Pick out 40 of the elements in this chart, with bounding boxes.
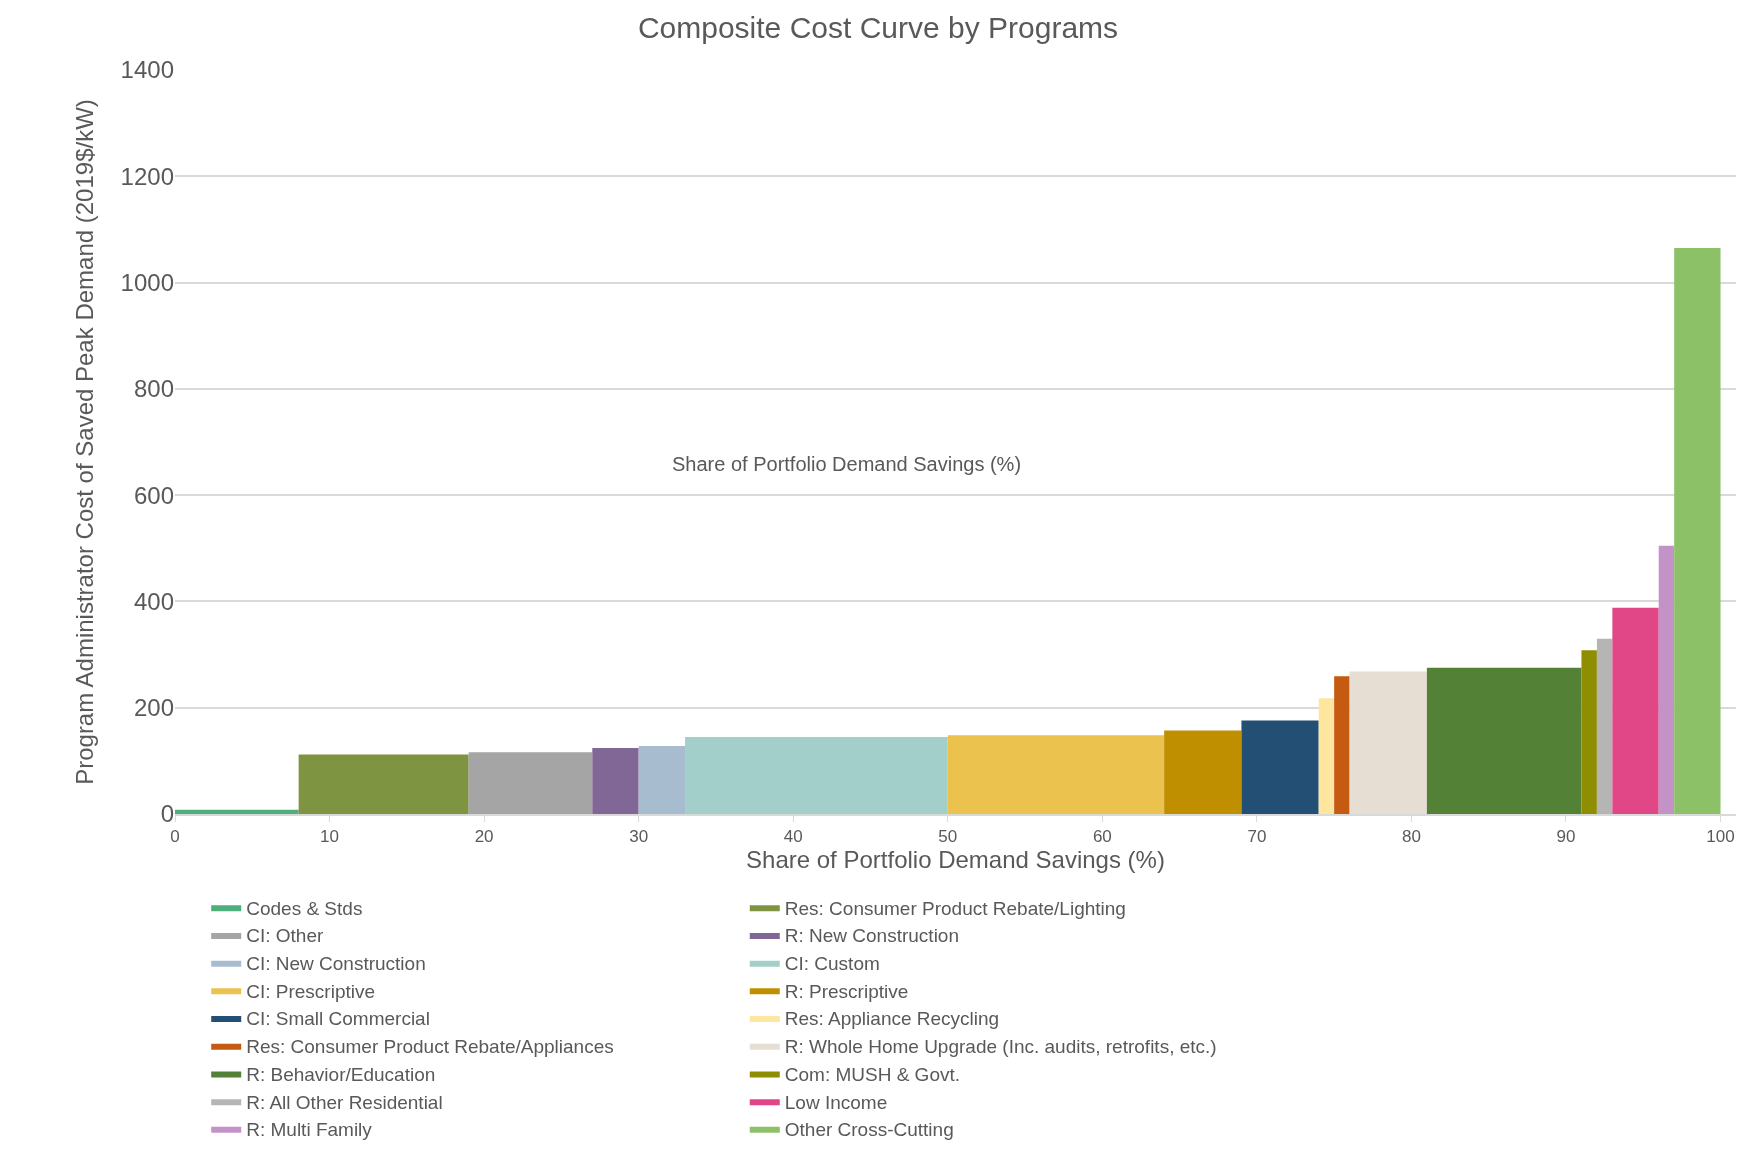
legend-label: Other Cross-Cutting <box>784 1119 954 1141</box>
x-tick-label: 80 <box>1401 827 1421 847</box>
legend-label: R: Whole Home Upgrade (Inc. audits, retrofits, etc.) <box>784 1036 1217 1058</box>
y-tick-label: 200 <box>133 694 174 722</box>
legend-label: R: Multi Family <box>246 1119 373 1141</box>
y-tick-label: 600 <box>133 481 174 509</box>
chart-title: Composite Cost Curve by Programs <box>637 11 1119 45</box>
legend-label: R: Prescriptive <box>784 980 909 1002</box>
y-tick-label: 1400 <box>120 56 174 84</box>
x-tick-label: 50 <box>938 827 958 847</box>
legend-label: Res: Consumer Product Rebate/Appliances <box>246 1036 614 1058</box>
legend-label: Res: Appliance Recycling <box>784 1008 1000 1030</box>
x-tick-label: 20 <box>474 827 494 847</box>
legend-label: CI: Small Commercial <box>246 1008 430 1030</box>
legend-label: CI: Other <box>246 925 324 947</box>
legend-label: CI: Prescriptive <box>246 980 376 1002</box>
legend-label: R: Behavior/Education <box>246 1063 436 1085</box>
y-tick-label: 800 <box>133 375 174 403</box>
legend-label: R: New Construction <box>784 925 959 947</box>
x-tick-label: 40 <box>783 827 803 847</box>
legend-label: Com: MUSH & Govt. <box>784 1063 961 1085</box>
x-tick-label: 30 <box>629 827 649 847</box>
y-tick-label: 400 <box>133 587 174 615</box>
y-tick-label: 1000 <box>120 268 174 296</box>
legend-label: CI: Custom <box>784 953 880 975</box>
x-tick-label: 70 <box>1247 827 1267 847</box>
x-axis-title: Share of Portfolio Demand Savings (%) <box>746 846 1165 874</box>
y-tick-label: 0 <box>160 800 174 828</box>
legend-label: Low Income <box>784 1091 888 1113</box>
x-tick-label: 90 <box>1556 827 1576 847</box>
y-axis-title: Program Administrator Cost of Saved Peak Demand (2019$/kW) <box>70 99 98 785</box>
legend-label: Codes & Stds <box>246 897 363 919</box>
x-tick-label: 100 <box>1706 827 1735 847</box>
legend-label: Res: Consumer Product Rebate/Lighting <box>784 897 1126 919</box>
x-tick-label: 10 <box>320 827 340 847</box>
y-tick-label: 1200 <box>120 162 174 190</box>
annotation: Share of Portfolio Demand Savings (%) <box>672 453 1022 475</box>
x-tick-label: 60 <box>1092 827 1112 847</box>
legend-label: R: All Other Residential <box>246 1091 443 1113</box>
legend-label: CI: New Construction <box>246 953 426 975</box>
